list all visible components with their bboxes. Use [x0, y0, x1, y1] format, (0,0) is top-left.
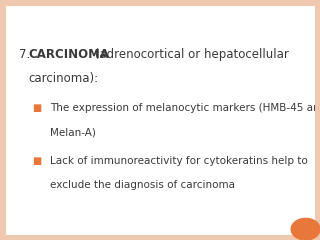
Text: exclude the diagnosis of carcinoma: exclude the diagnosis of carcinoma	[50, 180, 235, 190]
Text: carcinoma):: carcinoma):	[28, 72, 98, 85]
Text: 7.: 7.	[19, 48, 34, 61]
Text: Lack of immunoreactivity for cytokeratins help to: Lack of immunoreactivity for cytokeratin…	[50, 156, 307, 166]
Text: CARCINOMA: CARCINOMA	[28, 48, 109, 61]
Text: ■: ■	[32, 103, 41, 113]
Text: Melan-A): Melan-A)	[50, 127, 95, 137]
Text: (adrenocortical or hepatocellular: (adrenocortical or hepatocellular	[91, 48, 288, 61]
Text: The expression of melanocytic markers (HMB-45 and: The expression of melanocytic markers (H…	[50, 103, 320, 113]
Text: ■: ■	[32, 156, 41, 166]
